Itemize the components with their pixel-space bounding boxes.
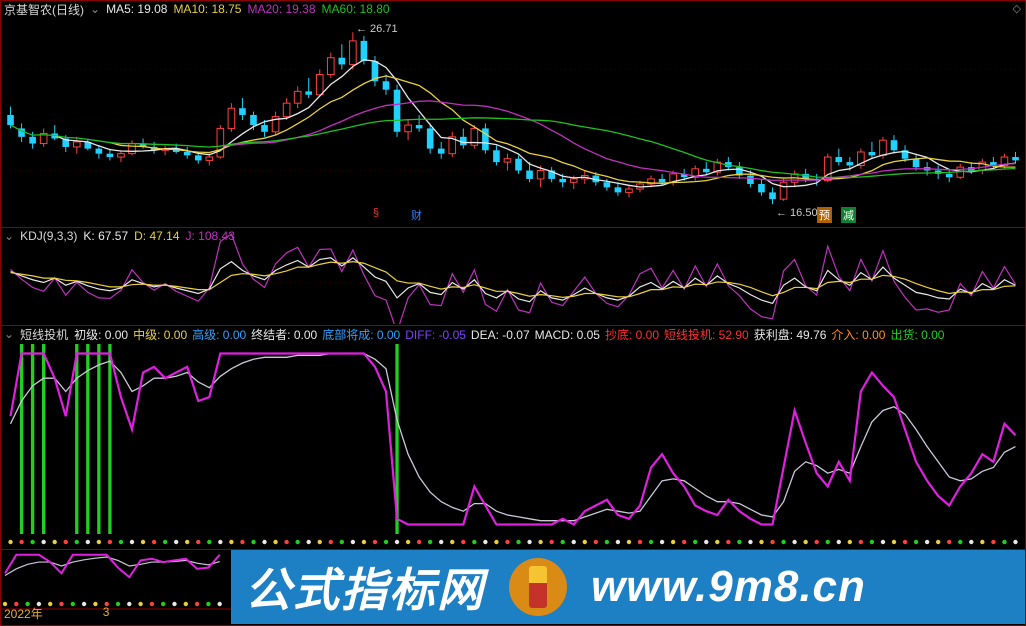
kdj-header: ⌄ KDJ(9,3,3) K: 67.57 D: 47.14 J: 108.43 [4, 228, 1022, 244]
custom-title: 短线投机 [20, 326, 68, 343]
ma-label: MA60: 18.80 [322, 2, 390, 16]
custom-indicator-panel: ⌄ 短线投机 初级: 0.00 中级: 0.00 高级: 0.00 终结者: 0.00… [0, 326, 1026, 550]
ma-labels: MA5: 19.08 MA10: 18.75 MA20: 19.38 MA60: 18… [106, 2, 396, 16]
event-tag[interactable]: 减 [841, 207, 856, 223]
indicator-label: 短线投机: 52.90 [664, 328, 749, 342]
time-label: 3 [103, 605, 110, 622]
candlestick-chart[interactable] [1, 1, 1025, 227]
indicator-label: 抄底: 0.00 [605, 328, 659, 342]
indicator-label: DIFF: -0.05 [405, 328, 466, 342]
footer-panel: 公式指标网 www.9m8.cn 2022年 3 [0, 550, 1026, 626]
kdj-label: K: 67.57 [83, 229, 128, 243]
ma-label: MA5: 19.08 [106, 2, 167, 16]
chevron-down-icon[interactable]: ⌄ [4, 327, 14, 341]
kdj-panel: ⌄ KDJ(9,3,3) K: 67.57 D: 47.14 J: 108.43 [0, 228, 1026, 326]
watermark-text-left: 公式指标网 [245, 554, 485, 620]
kdj-label: D: 47.14 [134, 229, 179, 243]
price-chart-panel: 京基智农(日线) ⌄ MA5: 19.08 MA10: 18.75 MA20: 19… [0, 0, 1026, 228]
custom-header: ⌄ 短线投机 初级: 0.00 中级: 0.00 高级: 0.00 终结者: 0.00… [4, 326, 1022, 342]
time-label: 2022年 [4, 605, 43, 622]
indicator-label: 高级: 0.00 [192, 328, 246, 342]
chevron-down-icon[interactable]: ⌄ [90, 2, 100, 16]
indicator-label: 终结者: 0.00 [251, 328, 317, 342]
ma-label: MA10: 18.75 [173, 2, 241, 16]
stock-title: 京基智农(日线) [4, 1, 84, 18]
indicator-label: 底部将成: 0.00 [322, 328, 400, 342]
indicator-label: DEA: -0.07 [471, 328, 530, 342]
event-tag[interactable]: 财 [409, 207, 424, 223]
event-tag[interactable]: 预 [817, 207, 832, 223]
indicator-label: 介入: 0.00 [831, 328, 885, 342]
custom-chart[interactable] [1, 326, 1025, 548]
watermark-text-right: www.9m8.cn [591, 562, 866, 612]
indicator-label: 初级: 0.00 [74, 328, 128, 342]
high-annotation: ← 26.71 [356, 23, 398, 35]
event-tag[interactable]: § [371, 207, 381, 219]
indicator-label: 获利盘: 49.76 [754, 328, 827, 342]
custom-labels: 初级: 0.00 中级: 0.00 高级: 0.00 终结者: 0.00 底部将成: 0… [74, 326, 949, 343]
watermark-logo-icon [509, 558, 567, 616]
indicator-label: MACD: 0.05 [535, 328, 600, 342]
kdj-label: J: 108.43 [186, 229, 235, 243]
price-header: 京基智农(日线) ⌄ MA5: 19.08 MA10: 18.75 MA20: 19… [4, 1, 1022, 17]
time-axis: 2022年 3 [4, 605, 109, 622]
ma-label: MA20: 19.38 [247, 2, 315, 16]
indicator-label: 中级: 0.00 [133, 328, 187, 342]
kdj-labels: K: 67.57 D: 47.14 J: 108.43 [83, 229, 240, 243]
chevron-down-icon[interactable]: ⌄ [4, 229, 14, 243]
low-annotation: ← 16.50 [776, 207, 818, 219]
watermark-bar: 公式指标网 www.9m8.cn [231, 550, 1025, 624]
kdj-title: KDJ(9,3,3) [20, 229, 77, 243]
indicator-label: 出货: 0.00 [890, 328, 944, 342]
